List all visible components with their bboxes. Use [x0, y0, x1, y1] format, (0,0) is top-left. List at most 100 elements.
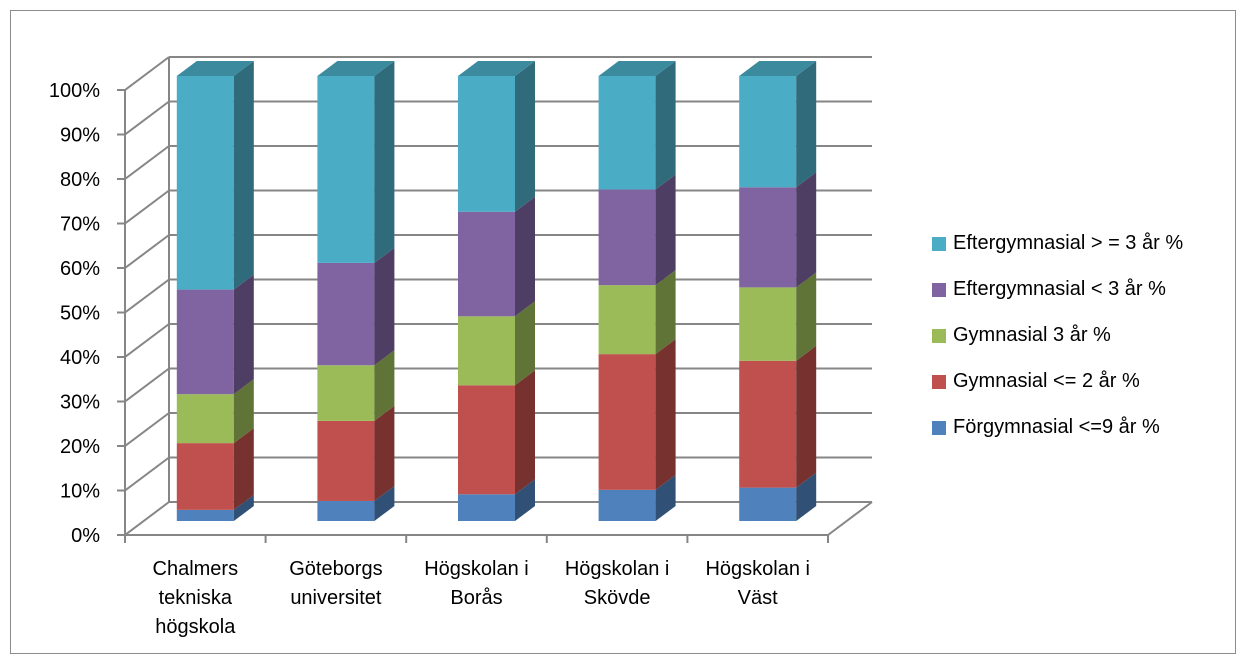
- x-tick-label: Högskolan i: [565, 558, 670, 580]
- gridline-side: [124, 56, 170, 91]
- y-tick-label: 70%: [60, 214, 100, 236]
- bar-segment-side: [796, 345, 817, 488]
- bar-segment-side: [796, 272, 817, 361]
- bar-segment-side: [233, 428, 254, 510]
- legend-label: Förgymnasial <=9 år %: [953, 416, 1160, 438]
- bar-segment-side: [374, 485, 395, 521]
- bar-segment: [458, 316, 515, 386]
- bar-segment: [598, 76, 656, 190]
- bar-segment: [739, 187, 797, 288]
- bar-segment: [458, 76, 515, 212]
- y-tick-labels: 0% 10% 20% 30% 40% 50% 60% 70% 80% 90% 100%: [49, 80, 100, 547]
- bar-segment-side: [233, 61, 254, 290]
- gridline-side: [124, 189, 170, 225]
- bar-segment-side: [655, 474, 676, 521]
- bar-segment-side: [655, 174, 676, 286]
- gridline-side: [124, 501, 170, 536]
- bar-segment-side: [233, 379, 254, 444]
- gridline-side: [124, 323, 170, 358]
- bar-segment-side: [655, 339, 676, 490]
- bar-segment-side: [515, 479, 535, 521]
- legend-label: Eftergymnasial > = 3 år %: [953, 232, 1183, 254]
- bar-segment: [317, 365, 375, 421]
- bar-segment: [176, 76, 234, 290]
- gridline-side: [124, 278, 170, 314]
- bar-segment-side: [515, 370, 535, 495]
- legend: Eftergymnasial > = 3 år % Eftergymnasial …: [932, 232, 1183, 438]
- y-tick-label: 40%: [60, 347, 100, 369]
- gridline-side: [124, 234, 170, 269]
- x-tick-label: tekniska: [159, 587, 233, 609]
- bar-segment-side: [233, 274, 254, 395]
- y-tick-label: 30%: [60, 392, 100, 414]
- bar-segment: [176, 289, 234, 395]
- axes: [117, 57, 873, 543]
- bar-segment-side: [796, 61, 817, 188]
- x-tick-label: Högskolan i: [705, 558, 810, 580]
- bar-segment: [739, 76, 797, 188]
- x-tick-label: Chalmers: [153, 558, 239, 580]
- bar-segment-top: [598, 61, 676, 76]
- bar-segment: [458, 211, 515, 317]
- legend-swatch: [932, 421, 946, 435]
- bar-segment-side: [515, 301, 535, 386]
- y-tick-label: 100%: [49, 80, 100, 102]
- bar-segment-side: [233, 494, 254, 521]
- bar-segment-side: [515, 196, 535, 317]
- legend-label: Gymnasial <= 2 år %: [953, 370, 1140, 392]
- bar-segment: [739, 360, 797, 488]
- bar-segment-side: [374, 247, 395, 366]
- gridline-side: [124, 412, 170, 447]
- bar-segment-side: [374, 61, 395, 263]
- bar-segment: [317, 420, 375, 501]
- x-tick-labels: Chalmers tekniska högskola Göteborgs univers…: [153, 558, 810, 638]
- x-tick-label: Borås: [450, 587, 502, 609]
- bar-segment: [598, 489, 656, 521]
- bar-segment: [176, 509, 234, 521]
- y-tick-label: 90%: [60, 125, 100, 147]
- bar-segment: [317, 76, 375, 263]
- x-tick-label: Väst: [738, 587, 778, 609]
- bar-segment: [458, 385, 515, 495]
- legend-label: Eftergymnasial < 3 år %: [953, 278, 1166, 300]
- gridline-side: [124, 367, 170, 403]
- bar-segment-side: [796, 472, 817, 521]
- bar-segment-top: [176, 61, 254, 76]
- bar-segment: [176, 443, 234, 510]
- bar-segment: [598, 354, 656, 490]
- x-tick-label: Göteborgs: [289, 558, 382, 580]
- bar-segment: [317, 262, 375, 366]
- bar-segment-top: [458, 61, 535, 76]
- x-tick-label: högskola: [155, 616, 236, 638]
- y-tick-label: 20%: [60, 436, 100, 458]
- x-tick-label: Högskolan i: [424, 558, 529, 580]
- y-tick-label: 0%: [71, 525, 100, 547]
- bar-segment-top: [317, 61, 395, 76]
- bar-segment: [176, 394, 234, 444]
- bar-segment: [598, 189, 656, 286]
- x-tick-label: Skövde: [584, 587, 651, 609]
- bar-segment-top: [739, 61, 817, 76]
- y-tick-label: 10%: [60, 481, 100, 503]
- y-tick-label: 50%: [60, 303, 100, 325]
- gridline-side: [124, 100, 170, 136]
- legend-swatch: [932, 237, 946, 251]
- x-tick-label: universitet: [290, 587, 382, 609]
- y-tick-label: 60%: [60, 258, 100, 280]
- gridline-side: [124, 456, 170, 492]
- bar-segment-side: [655, 61, 676, 190]
- legend-label: Gymnasial 3 år %: [953, 324, 1111, 346]
- bar-segment-side: [374, 405, 395, 501]
- bar-segment: [598, 285, 656, 355]
- legend-swatch: [932, 329, 946, 343]
- bar-segment: [458, 494, 515, 521]
- bar-segment-side: [374, 350, 395, 421]
- x-axis-side: [827, 501, 873, 536]
- bar-segment: [317, 500, 375, 521]
- bars: [176, 61, 817, 521]
- bar-segment: [739, 287, 797, 361]
- y-tick-label: 80%: [60, 169, 100, 191]
- bar-segment-side: [796, 172, 817, 288]
- bar-segment: [739, 487, 797, 521]
